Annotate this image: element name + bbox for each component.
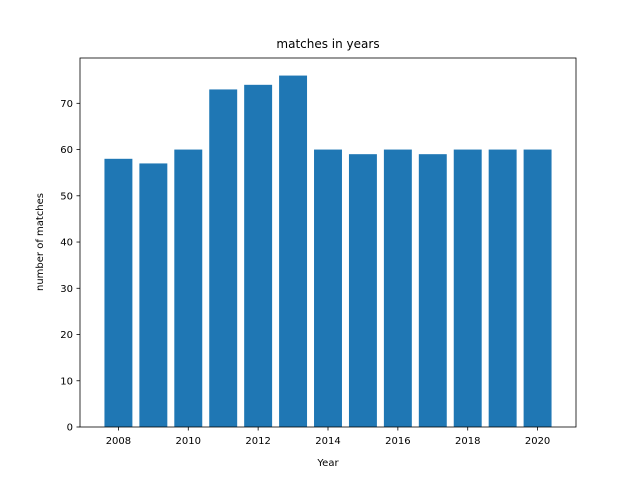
bar-2011 <box>209 89 238 427</box>
x-tick-label: 2018 <box>455 436 480 447</box>
y-tick-label: 10 <box>60 376 73 387</box>
chart-title: matches in years <box>276 37 379 51</box>
y-tick-label: 60 <box>60 145 73 156</box>
bar-2020 <box>523 149 552 427</box>
bar-2008 <box>104 158 133 428</box>
bar-2010 <box>174 149 203 427</box>
x-axis-ticks: 2008 2010 2012 2014 2016 2018 2020 <box>106 427 550 447</box>
x-tick-label: 2012 <box>245 436 270 447</box>
y-tick-label: 30 <box>60 284 73 295</box>
y-tick-label: 20 <box>60 330 73 341</box>
plot-frame <box>79 57 577 428</box>
bar-2016 <box>383 149 412 427</box>
bars-group <box>104 75 552 428</box>
x-tick-label: 2010 <box>176 436 201 447</box>
y-tick-label: 50 <box>60 191 73 202</box>
bar-2012 <box>244 84 273 427</box>
y-tick-label: 40 <box>60 238 73 249</box>
bar-2009 <box>139 163 168 427</box>
bar-2015 <box>348 154 377 427</box>
bar-2019 <box>488 149 517 427</box>
y-tick-label: 70 <box>60 99 73 110</box>
x-axis-label: Year <box>316 458 339 469</box>
x-tick-label: 2020 <box>525 436 550 447</box>
bar-2013 <box>279 75 308 427</box>
y-tick-label: 0 <box>67 423 73 434</box>
y-axis-ticks: 0 10 20 30 40 50 60 70 <box>60 99 80 434</box>
y-axis-label: number of matches <box>35 193 46 291</box>
x-tick-label: 2014 <box>315 436 340 447</box>
bar-2014 <box>314 149 342 427</box>
x-tick-label: 2016 <box>385 436 410 447</box>
bar-2018 <box>453 149 482 427</box>
bar-2017 <box>418 154 447 427</box>
x-tick-label: 2008 <box>106 436 131 447</box>
